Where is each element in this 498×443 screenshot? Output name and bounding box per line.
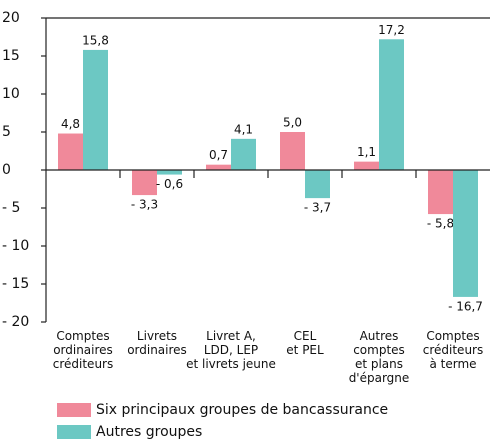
legend-label: Autres groupes <box>96 424 202 440</box>
y-tick-label: 20 <box>2 10 20 26</box>
bar <box>428 170 453 215</box>
bar <box>231 138 256 170</box>
value-label: 5,0 <box>283 116 302 130</box>
value-label: - 5,8 <box>427 217 454 231</box>
y-tick-label: - 5 <box>2 200 20 216</box>
y-tick-label: - 15 <box>2 276 29 292</box>
value-label: - 0,6 <box>156 177 183 191</box>
legend-swatch <box>57 403 91 417</box>
y-tick-label: 15 <box>2 48 20 64</box>
x-tick-label: Livrets ordinaires <box>127 329 187 357</box>
bar <box>354 161 379 170</box>
bar <box>132 170 157 196</box>
y-tick-label: 0 <box>2 162 11 178</box>
value-label: - 16,7 <box>448 299 483 313</box>
bar <box>58 133 83 170</box>
x-tick-label: Autres comptes et plans d'épargne <box>349 329 410 385</box>
value-label: 1,1 <box>357 145 376 159</box>
bar <box>379 39 404 170</box>
bar <box>157 170 182 175</box>
legend-label: Six principaux groupes de bancassurance <box>96 402 388 418</box>
value-label: 4,1 <box>234 122 253 136</box>
bar <box>280 132 305 170</box>
y-tick-label: - 10 <box>2 238 29 254</box>
value-label: 0,7 <box>209 148 228 162</box>
x-tick-label: Comptes ordinaires créditeurs <box>53 329 113 371</box>
bar <box>453 170 478 297</box>
value-label: - 3,3 <box>131 198 158 212</box>
legend-swatch <box>57 425 91 439</box>
x-tick-label: Comptes créditeurs à terme <box>423 329 483 371</box>
y-tick-label: 10 <box>2 86 20 102</box>
y-tick-label: 5 <box>2 124 11 140</box>
value-label: 15,8 <box>82 33 109 47</box>
bar <box>305 170 330 199</box>
x-tick-label: Livret A, LDD, LEP et livrets jeune <box>186 329 276 371</box>
bar <box>206 164 231 170</box>
y-tick-label: - 20 <box>2 314 29 330</box>
value-label: - 3,7 <box>304 201 331 215</box>
value-label: 4,8 <box>61 117 80 131</box>
x-tick-label: CEL et PEL <box>286 329 324 357</box>
bar <box>83 49 108 170</box>
value-label: 17,2 <box>378 23 405 37</box>
